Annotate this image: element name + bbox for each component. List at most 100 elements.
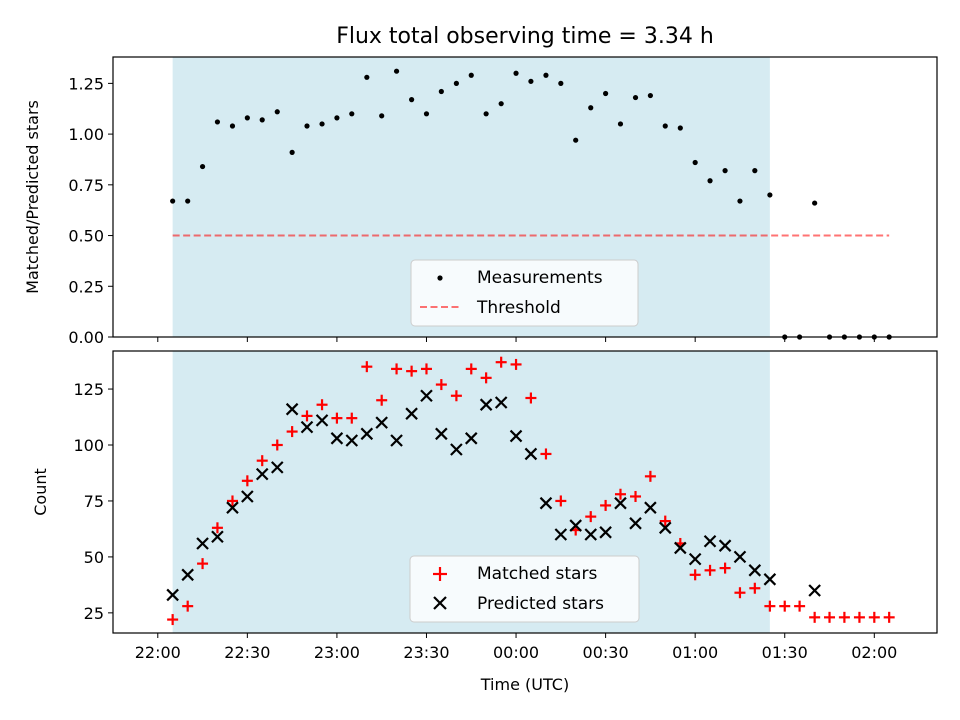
measurement-point xyxy=(319,121,325,127)
matched-star-point xyxy=(644,470,656,482)
matched-star-point xyxy=(510,358,522,370)
predicted-star-point xyxy=(390,434,403,447)
legend-matched-marker xyxy=(433,567,447,581)
matched-star-point xyxy=(226,495,238,507)
matched-star-point xyxy=(167,614,179,626)
bottom-legend: Matched stars Predicted stars xyxy=(409,555,640,623)
predicted-star-point xyxy=(509,429,523,443)
measurement-point xyxy=(692,159,698,166)
predicted-star-point xyxy=(300,420,314,434)
matched-star-point xyxy=(853,611,865,623)
measurement-point xyxy=(737,198,743,204)
measurement-point xyxy=(423,111,430,117)
x-tick-label: 01:00 xyxy=(672,643,718,662)
legend-threshold-label: Threshold xyxy=(476,298,561,318)
top-y-axis-label: Matched/Predicted stars xyxy=(23,100,42,294)
predicted-star-point xyxy=(241,490,254,503)
matched-star-point xyxy=(749,582,761,594)
top-legend-box xyxy=(410,259,639,327)
predicted-star-point xyxy=(330,432,344,445)
top-y-tick-label: 1.25 xyxy=(68,74,104,93)
predicted-star-point xyxy=(345,434,359,447)
predicted-star-point xyxy=(703,534,717,548)
matched-star-point xyxy=(704,564,716,576)
matched-star-point xyxy=(585,511,597,523)
bottom-y-tick-label: 125 xyxy=(73,380,104,399)
measurement-point xyxy=(274,109,280,115)
measurement-point xyxy=(170,198,176,204)
measurement-point xyxy=(752,168,758,174)
measurement-point xyxy=(647,92,653,99)
predicted-star-point xyxy=(733,550,747,564)
measurement-point xyxy=(334,115,340,121)
predicted-star-point xyxy=(450,443,463,456)
x-tick-label: 23:00 xyxy=(314,643,360,662)
predicted-star-point xyxy=(658,521,672,535)
measurement-point xyxy=(543,72,549,78)
predicted-star-point xyxy=(196,537,209,550)
predicted-star-point xyxy=(255,467,269,481)
predicted-star-point xyxy=(569,519,582,532)
matched-star-point xyxy=(331,412,343,424)
matched-star-point xyxy=(734,587,746,599)
measurement-point xyxy=(244,115,250,121)
measurement-point xyxy=(468,72,474,78)
bottom-y-tick-label: 25 xyxy=(84,604,104,623)
predicted-star-point xyxy=(315,414,329,427)
matched-star-point xyxy=(764,600,776,612)
top-y-tick-label: 0.50 xyxy=(68,227,104,246)
predicted-star-point xyxy=(464,432,478,445)
predicted-star-point xyxy=(435,427,448,441)
measurement-point xyxy=(214,119,221,125)
measurement-point xyxy=(393,68,400,74)
predicted-star-point xyxy=(494,396,508,409)
matched-star-point xyxy=(689,569,701,581)
matched-star-point xyxy=(197,558,209,570)
legend-matched-label: Matched stars xyxy=(477,564,597,584)
measurement-point xyxy=(707,178,713,184)
measurement-point xyxy=(185,198,191,204)
matched-star-point xyxy=(361,361,373,373)
matched-star-point xyxy=(868,611,880,623)
measurement-point xyxy=(528,78,534,84)
x-tick-label: 00:30 xyxy=(583,643,629,662)
predicted-star-point xyxy=(808,584,821,597)
matched-star-point xyxy=(809,611,821,623)
x-tick-label: 22:00 xyxy=(135,643,181,662)
measurement-point xyxy=(677,125,683,131)
matched-star-point xyxy=(301,410,313,422)
measurement-point xyxy=(588,105,594,111)
measurement-point xyxy=(304,123,310,129)
predicted-star-point xyxy=(524,447,538,461)
predicted-star-point xyxy=(629,517,642,530)
matched-star-point xyxy=(480,372,492,384)
x-tick-label: 22:30 xyxy=(224,643,270,662)
legend-measurements-label: Measurements xyxy=(477,268,603,288)
x-axis-label: Time (UTC) xyxy=(480,675,569,694)
legend-predicted-marker xyxy=(433,596,447,610)
bottom-y-axis-label: Count xyxy=(31,468,50,516)
matched-star-point xyxy=(495,356,507,368)
chart-title: Flux total observing time = 3.34 h xyxy=(336,24,714,49)
predicted-star-point xyxy=(226,501,239,514)
matched-star-point xyxy=(779,600,791,612)
legend-predicted-label: Predicted stars xyxy=(477,594,604,614)
matched-star-point xyxy=(211,522,223,534)
measurement-point xyxy=(483,111,489,117)
predicted-star-point xyxy=(599,526,612,539)
predicted-star-point xyxy=(688,552,702,566)
predicted-star-point xyxy=(479,398,493,411)
measurement-point xyxy=(722,168,728,174)
predicted-star-point xyxy=(285,402,299,416)
matched-star-point xyxy=(838,611,850,623)
matched-star-point xyxy=(824,611,836,623)
predicted-star-point xyxy=(614,496,627,510)
predicted-star-point xyxy=(539,496,553,510)
matched-star-point xyxy=(316,399,328,411)
matched-star-point xyxy=(659,515,671,527)
matched-star-point xyxy=(376,394,388,406)
top-y-tick-label: 0.25 xyxy=(68,277,104,296)
measurement-point xyxy=(573,137,579,143)
measurement-point xyxy=(259,117,265,123)
